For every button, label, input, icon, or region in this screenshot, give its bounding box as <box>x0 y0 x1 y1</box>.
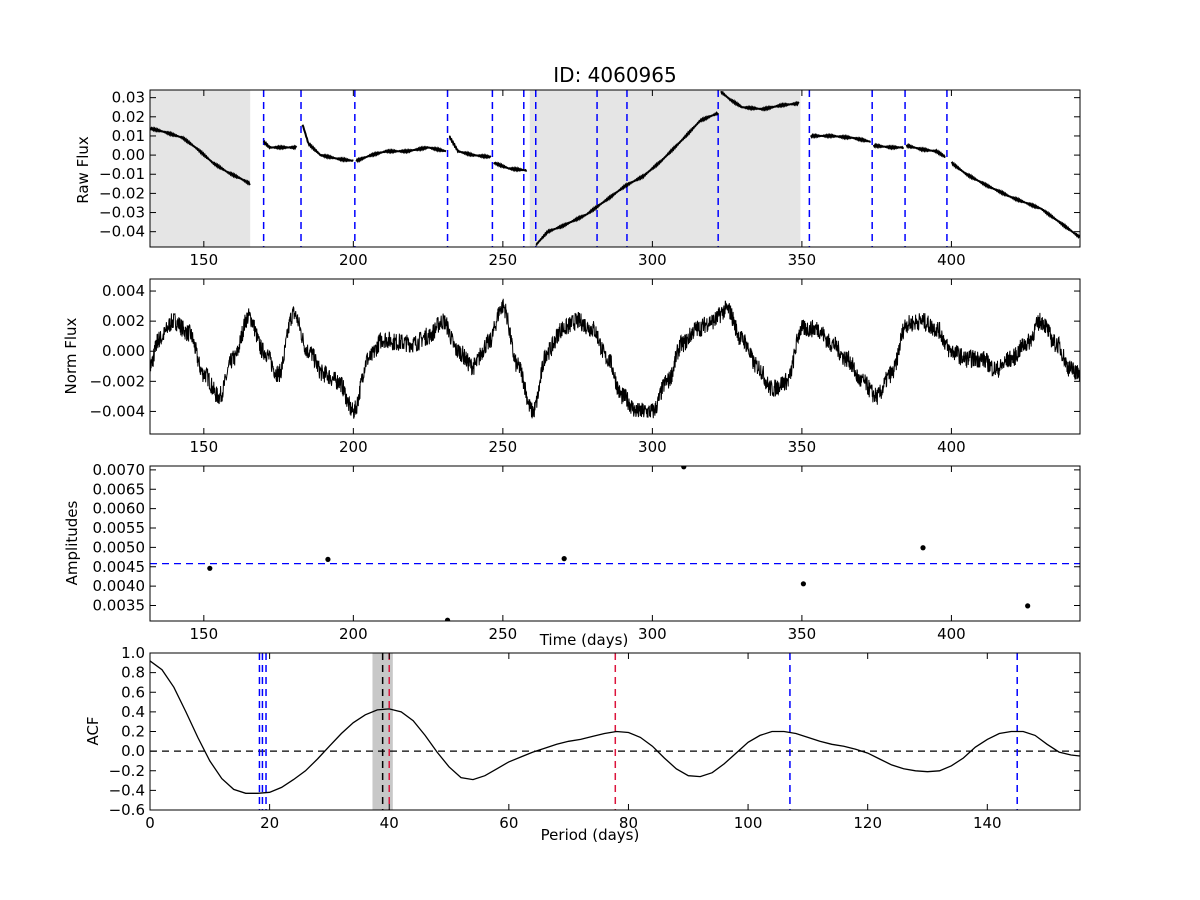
raw-flux-series-line <box>905 142 946 158</box>
norm-flux-xtick-label: 250 <box>489 438 518 456</box>
raw-flux-xtick-label: 300 <box>638 251 667 269</box>
raw-flux-ytick-label: 0.03 <box>112 89 145 107</box>
norm-flux-xtick-label: 400 <box>937 438 966 456</box>
norm-flux-ytick-label: −0.004 <box>89 402 145 420</box>
raw-flux-series-line <box>150 126 251 186</box>
raw-flux-ytick-label: 0.02 <box>112 108 145 126</box>
acf-ytick-label: 0.8 <box>121 664 145 682</box>
raw-flux-series-line <box>493 161 528 173</box>
raw-flux-series-line <box>950 161 1080 239</box>
acf-ylabel: ACF <box>84 716 102 745</box>
raw-flux-ytick-label: −0.03 <box>99 204 145 222</box>
raw-flux-series-line <box>810 132 871 144</box>
raw-flux-series-line <box>720 90 800 112</box>
acf-ytick-label: 1.0 <box>121 644 145 662</box>
amplitudes-xtick-label: 200 <box>339 625 368 643</box>
period-xlabel: Period (days) <box>541 826 640 844</box>
acf-ytick-label: 0.0 <box>121 742 145 760</box>
raw-flux-xtick-label: 250 <box>489 251 518 269</box>
amplitudes-ytick-label: 0.0055 <box>93 519 146 537</box>
raw-flux-shaded-region <box>150 90 251 247</box>
raw-flux-plot-area <box>150 90 1080 247</box>
acf-ytick-label: −0.6 <box>109 801 145 819</box>
norm-flux-axes-frame <box>149 278 1081 435</box>
norm-flux-ytick-label: 0.000 <box>102 342 145 360</box>
amplitudes-data-point <box>444 617 451 621</box>
amplitudes-data-point <box>681 466 687 470</box>
raw-flux-series-line <box>872 142 905 151</box>
acf-xtick-label: 100 <box>734 814 763 832</box>
norm-flux-series-line <box>150 298 1080 419</box>
amplitudes-ytick-label: 0.0070 <box>93 461 146 479</box>
raw-flux-axes-frame <box>149 89 1081 248</box>
norm-flux-xtick-label: 300 <box>638 438 667 456</box>
raw-flux-ytick-label: 0.00 <box>112 146 145 164</box>
norm-flux-ytick-label: 0.002 <box>102 312 145 330</box>
raw-flux-panel: 150 200 250 300 350 400−0.04−0.03−0.02−0.010.… <box>99 89 1081 269</box>
amplitudes-ytick-label: 0.0065 <box>93 480 146 498</box>
raw-flux-series-line <box>355 145 447 164</box>
amplitudes-data-point <box>800 581 806 587</box>
amplitudes-data-point <box>561 556 567 562</box>
amplitudes-xtick-label: 250 <box>489 625 518 643</box>
raw-flux-xtick-label: 150 <box>190 251 219 269</box>
acf-xtick-label: 80 <box>619 814 638 832</box>
raw-flux-ytick-label: 0.01 <box>112 127 145 145</box>
amplitudes-data-point <box>207 565 213 571</box>
norm-flux-xtick-label: 150 <box>190 438 219 456</box>
norm-flux-xtick-label: 200 <box>339 438 368 456</box>
amplitudes-ylabel: Amplitudes <box>63 500 81 585</box>
raw-flux-series-line <box>448 135 492 160</box>
raw-flux-series-line <box>535 111 719 246</box>
raw-flux-xtick-label: 350 <box>788 251 817 269</box>
acf-ytick-label: 0.6 <box>121 683 145 701</box>
acf-xtick-label: 20 <box>260 814 279 832</box>
raw-flux-xtick-label: 400 <box>937 251 966 269</box>
raw-flux-ytick-label: −0.02 <box>99 184 145 202</box>
raw-flux-ytick-label: −0.04 <box>99 223 145 241</box>
time-xlabel: Time (days) <box>539 631 629 649</box>
amplitudes-xtick-label: 400 <box>937 625 966 643</box>
acf-ytick-label: 0.2 <box>121 723 145 741</box>
acf-ytick-label: −0.2 <box>109 762 145 780</box>
raw-flux-ylabel: Raw Flux <box>74 136 92 204</box>
amplitudes-xtick-label: 300 <box>638 625 667 643</box>
acf-plot-area <box>150 653 1080 810</box>
amplitudes-xtick-label: 350 <box>788 625 817 643</box>
norm-flux-ylabel: Norm Flux <box>62 317 80 394</box>
acf-xtick-label: 40 <box>380 814 399 832</box>
raw-flux-series-line <box>262 139 298 151</box>
raw-flux-shaded-region <box>529 90 801 247</box>
acf-series-line <box>150 660 1080 794</box>
amplitudes-axes-frame <box>149 465 1081 622</box>
acf-ytick-label: −0.4 <box>109 781 145 799</box>
amplitudes-data-point <box>920 545 926 551</box>
norm-flux-panel: 150 200 250 300 350 400 −0.004 −0.002 0.000 0.002… <box>89 278 1081 456</box>
norm-flux-xtick-label: 350 <box>788 438 817 456</box>
amplitudes-ytick-label: 0.0040 <box>93 577 146 595</box>
amplitudes-ytick-label: 0.0035 <box>93 597 146 615</box>
amplitudes-xtick-label: 150 <box>190 625 219 643</box>
amplitudes-data-point <box>325 556 331 562</box>
acf-xtick-label: 140 <box>973 814 1002 832</box>
amplitudes-ytick-label: 0.0045 <box>93 558 146 576</box>
acf-xtick-label: 120 <box>853 814 882 832</box>
acf-xtick-label: 60 <box>499 814 518 832</box>
acf-ytick-label: 0.4 <box>121 703 145 721</box>
amplitudes-data-point <box>1025 603 1031 609</box>
norm-flux-plot-area <box>150 298 1080 419</box>
norm-flux-ytick-label: 0.004 <box>102 282 145 300</box>
amplitudes-ytick-label: 0.0060 <box>93 500 146 518</box>
raw-flux-xtick-label: 200 <box>339 251 368 269</box>
raw-flux-series-line <box>301 124 354 163</box>
acf-xtick-label: 0 <box>145 814 155 832</box>
amplitudes-plot-area <box>150 466 1080 621</box>
norm-flux-ytick-label: −0.002 <box>89 372 145 390</box>
figure-title: ID: 4060965 <box>553 63 676 87</box>
amplitudes-ytick-label: 0.0050 <box>93 538 146 556</box>
acf-panel: 0 20 40 60 80 100 120 140 −0.6 −0.4−0.2 0.00.2 0.4 0… <box>109 644 1081 832</box>
raw-flux-ytick-label: −0.01 <box>99 165 145 183</box>
